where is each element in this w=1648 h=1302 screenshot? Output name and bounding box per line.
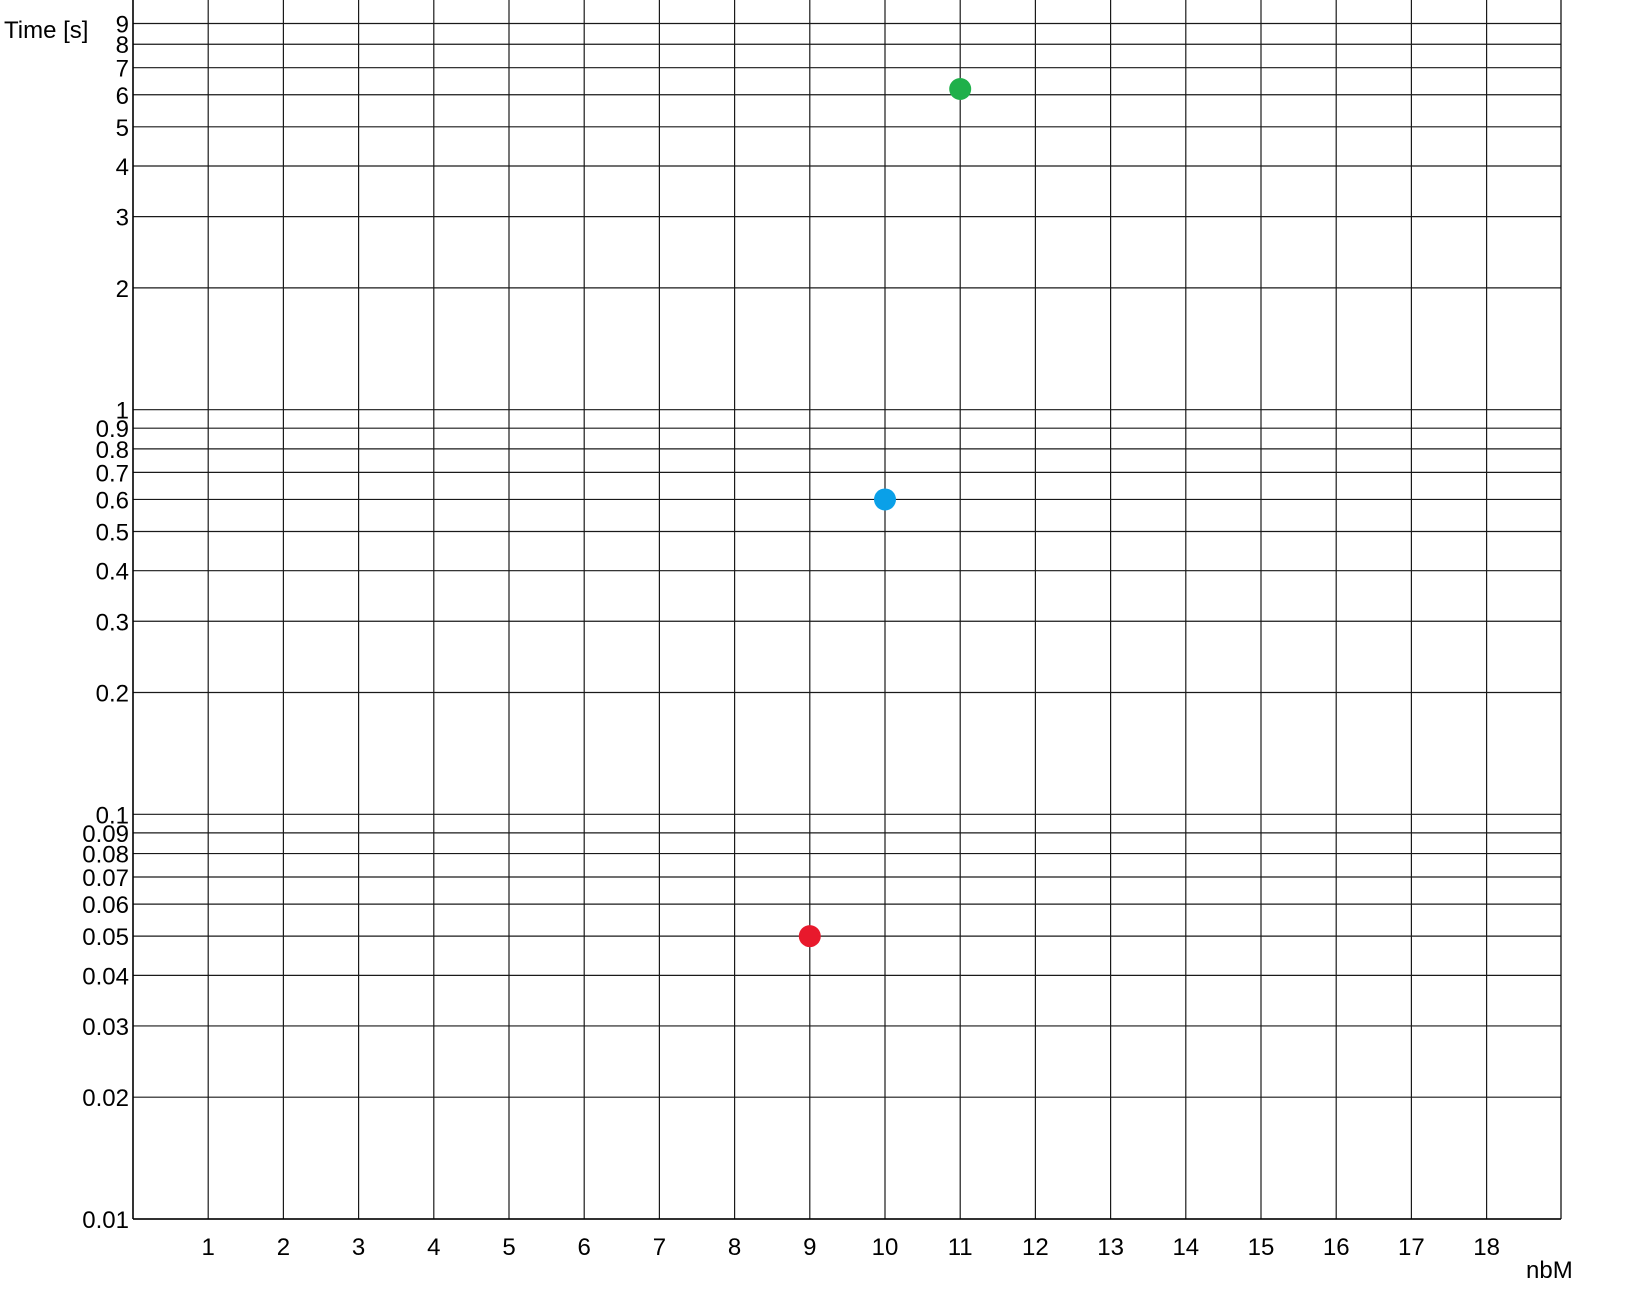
x-tick-label: 15: [1248, 1234, 1275, 1261]
y-tick-label: 0.4: [96, 559, 129, 586]
x-tick-label: 4: [427, 1234, 440, 1261]
y-tick-label: 0.3: [96, 609, 129, 636]
y-tick-label: 0.02: [82, 1085, 129, 1112]
y-tick-labels: 0.01 0.02 0.03 0.04 0.05 0.060.070.080.090.1 0…: [82, 12, 129, 1234]
y-tick-label: 0.04: [82, 963, 129, 990]
x-axis-label: nbM: [1526, 1257, 1573, 1284]
y-tick-label: 7: [116, 56, 129, 83]
y-axis-label: Time [s]: [4, 17, 88, 44]
y-tick-label: 0.01: [82, 1207, 129, 1234]
x-tick-label: 8: [728, 1234, 741, 1261]
y-tick-label: 0.2: [96, 681, 129, 708]
data-point: [874, 488, 896, 511]
x-tick-label: 14: [1172, 1234, 1199, 1261]
y-tick-label: 0.9: [96, 416, 129, 443]
x-tick-label: 7: [653, 1234, 666, 1261]
y-tick-label: 0.09: [82, 821, 129, 848]
grid: [133, 0, 1561, 1220]
y-tick-label: 5: [116, 115, 129, 142]
x-tick-label: 13: [1097, 1234, 1124, 1261]
y-tick-label: 0.07: [82, 865, 129, 892]
y-tick-label: 0.03: [82, 1014, 129, 1041]
y-tick-label: 0.06: [82, 892, 129, 919]
x-tick-labels: 1 2 3 4 5 6 7 8 9 10 11 12 13 14 15 16 17 18: [202, 1234, 1500, 1261]
x-tick-label: 1: [202, 1234, 215, 1261]
x-tick-label: 12: [1022, 1234, 1049, 1261]
x-tick-label: 9: [803, 1234, 816, 1261]
axes: [132, 0, 1562, 1220]
data-point: [798, 925, 821, 948]
y-tick-label: 0.1: [96, 802, 129, 829]
y-tick-label: 0.05: [82, 924, 129, 951]
y-tick-label: 0.8: [96, 437, 129, 464]
x-tick-label: 10: [872, 1234, 899, 1261]
x-tick-label: 11: [948, 1234, 973, 1261]
x-tick-label: 6: [578, 1234, 591, 1261]
y-tick-label: 0.7: [96, 460, 129, 487]
y-tick-label: 9: [116, 12, 129, 39]
x-tick-label: 5: [502, 1234, 515, 1261]
y-tick-label: 2: [116, 276, 129, 303]
y-tick-label: 0.5: [96, 519, 129, 546]
x-tick-label: 18: [1473, 1234, 1500, 1261]
y-tick-label: 3: [116, 205, 129, 232]
y-tick-label: 1: [116, 398, 129, 425]
y-tick-label: 6: [116, 83, 129, 110]
x-tick-label: 16: [1323, 1234, 1350, 1261]
y-tick-label: 8: [116, 32, 129, 59]
y-tick-label: 4: [116, 154, 129, 181]
x-tick-label: 2: [277, 1234, 290, 1261]
y-tick-label: 0.6: [96, 487, 129, 514]
data-point: [949, 78, 972, 101]
x-tick-label: 3: [352, 1234, 365, 1261]
x-tick-label: 17: [1398, 1234, 1425, 1261]
y-tick-label: 0.08: [82, 842, 129, 869]
data-points: [798, 78, 972, 948]
